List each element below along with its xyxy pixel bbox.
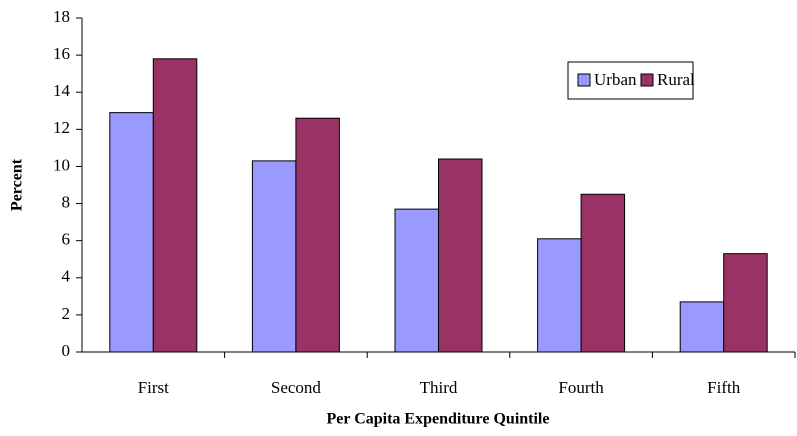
legend-label: Urban — [594, 70, 637, 89]
y-tick-label: 16 — [53, 44, 70, 63]
x-tick-label: Second — [271, 378, 322, 397]
y-tick-label: 2 — [62, 304, 71, 323]
bar — [394, 208, 439, 353]
y-tick-label: 18 — [53, 7, 70, 26]
x-tick-label: First — [138, 378, 169, 397]
y-tick-label: 10 — [53, 155, 70, 174]
legend-swatch — [577, 73, 591, 87]
bar — [723, 253, 768, 353]
y-tick-label: 6 — [62, 230, 71, 249]
y-tick-label: 4 — [62, 267, 71, 286]
bar — [295, 117, 340, 353]
legend-label: Rural — [657, 70, 695, 89]
y-tick-label: 0 — [62, 341, 71, 360]
x-tick-label: Third — [420, 378, 458, 397]
bar — [537, 238, 582, 353]
bar — [152, 58, 198, 353]
bar — [679, 301, 725, 353]
x-tick-label: Fifth — [707, 378, 741, 397]
bar — [438, 158, 483, 353]
bar — [109, 112, 154, 353]
y-tick-label: 14 — [53, 81, 71, 100]
y-tick-label: 12 — [53, 118, 70, 137]
x-axis-label: Per Capita Expenditure Quintile — [327, 411, 550, 428]
legend-swatch — [640, 73, 654, 87]
bar — [251, 160, 297, 353]
y-axis-label: Percent — [9, 158, 26, 211]
bar — [580, 193, 626, 353]
x-tick-label: Fourth — [558, 378, 604, 397]
y-tick-label: 8 — [62, 192, 71, 211]
